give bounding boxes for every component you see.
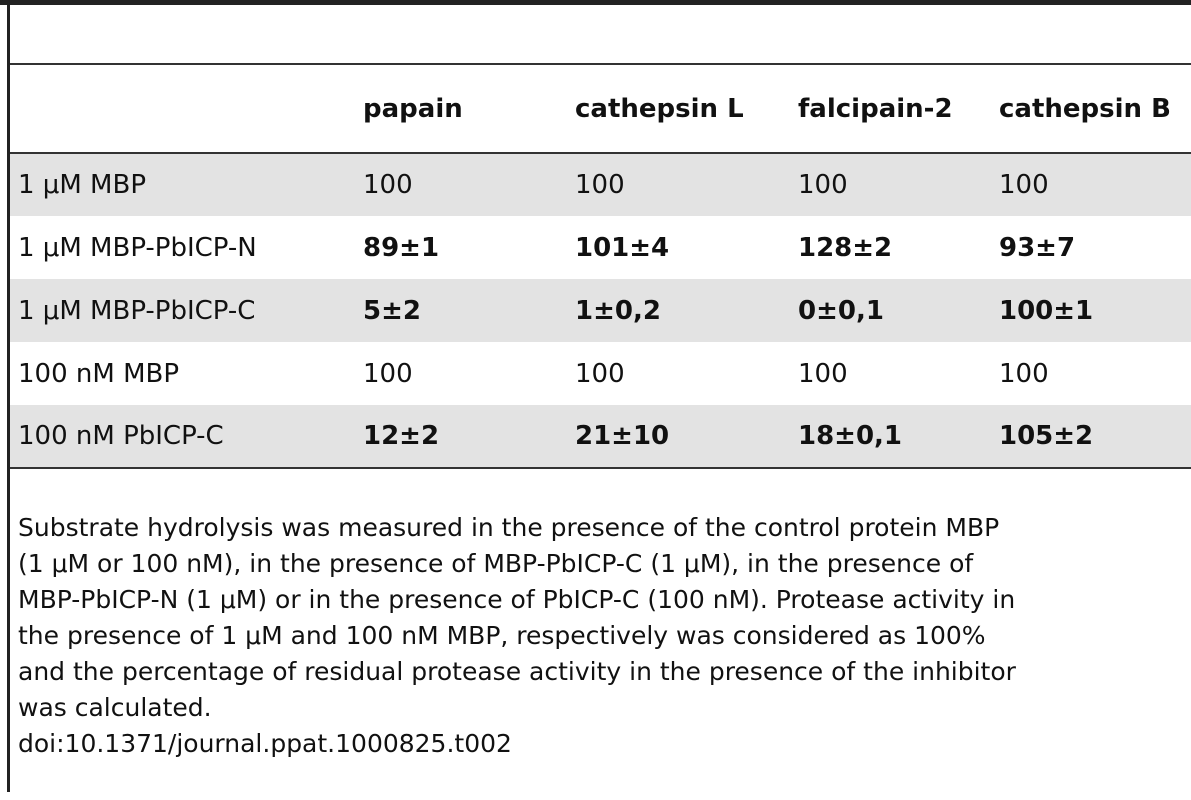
value-cell: 100 — [575, 358, 625, 389]
value-cell: 89±1 — [363, 232, 440, 263]
value-cell: 100±1 — [999, 295, 1094, 326]
caption-line: the presence of 1 μM and 100 nM MBP, res… — [18, 621, 986, 650]
value-cell: 100 — [575, 170, 625, 200]
row-label: 100 nM MBP — [18, 358, 180, 389]
table-row: 100 nM MBP 100 100 100 100 — [10, 342, 1191, 405]
value-cell: 5±2 — [363, 295, 421, 326]
table-row: 1 μM MBP 100 100 100 100 — [10, 153, 1191, 216]
column-header: cathepsin L — [575, 93, 744, 124]
value-cell: 18±0,1 — [798, 421, 903, 451]
caption-line: Substrate hydrolysis was measured in the… — [18, 513, 1000, 542]
doi: doi:10.1371/journal.ppat.1000825.t002 — [18, 729, 512, 758]
caption-line: and the percentage of residual protease … — [18, 657, 1016, 686]
value-cell: 100 — [999, 358, 1049, 389]
header-row: papain cathepsin L falcipain-2 cathepsin B — [10, 64, 1191, 153]
row-label: 1 μM MBP-PbICP-N — [18, 232, 257, 263]
header-cell — [10, 64, 355, 153]
value-cell: 12±2 — [363, 421, 440, 451]
caption-line: was calculated. — [18, 693, 212, 722]
value-cell: 101±4 — [575, 232, 670, 263]
column-header: cathepsin B — [999, 93, 1171, 124]
value-cell: 21±10 — [575, 421, 670, 451]
value-cell: 100 — [363, 358, 413, 389]
value-cell: 100 — [798, 170, 848, 200]
table-row: 1 μM MBP-PbICP-C 5±2 1±0,2 0±0,1 100±1 — [10, 279, 1191, 342]
top-rule — [0, 0, 1191, 5]
row-label: 1 μM MBP — [18, 170, 146, 200]
value-cell: 93±7 — [999, 232, 1076, 263]
left-rule — [7, 0, 10, 792]
value-cell: 1±0,2 — [575, 295, 661, 326]
value-cell: 100 — [798, 358, 848, 389]
table-row: 100 nM PbICP-C 12±2 21±10 18±0,1 105±2 — [10, 405, 1191, 468]
value-cell: 128±2 — [798, 232, 893, 263]
column-header: papain — [363, 93, 463, 124]
table-body: 1 μM MBP 100 100 100 100 1 μM MBP-PbICP-N 89±1… — [10, 153, 1191, 468]
row-label: 100 nM PbICP-C — [18, 421, 224, 451]
column-header: falcipain-2 — [798, 93, 953, 124]
value-cell: 0±0,1 — [798, 295, 884, 326]
value-cell: 105±2 — [999, 421, 1094, 451]
value-cell: 100 — [999, 170, 1049, 200]
caption-line: MBP-PbICP-N (1 μM) or in the presence of… — [18, 585, 1016, 614]
value-cell: 100 — [363, 170, 413, 200]
row-label: 1 μM MBP-PbICP-C — [18, 295, 256, 326]
caption-line: (1 μM or 100 nM), in the presence of MBP… — [18, 549, 974, 578]
table-row: 1 μM MBP-PbICP-N 89±1 101±4 128±2 93±7 — [10, 216, 1191, 279]
caption: Substrate hydrolysis was measured in the… — [18, 510, 1016, 762]
